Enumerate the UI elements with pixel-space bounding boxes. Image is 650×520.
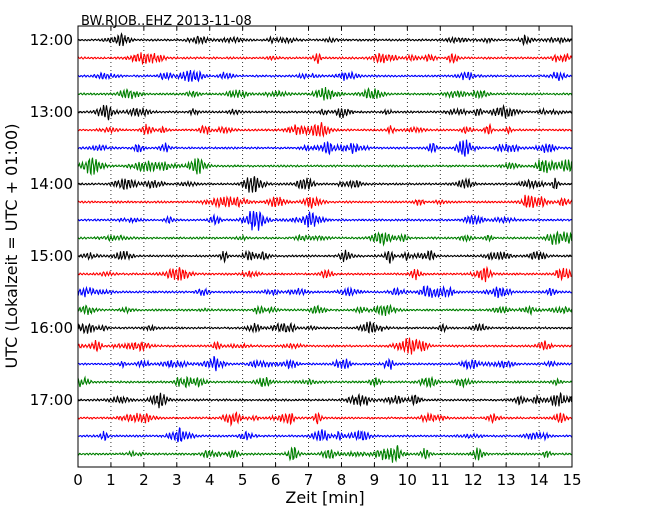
trace-1400 — [77, 176, 573, 193]
x-tick-label: 15 — [562, 471, 581, 489]
x-tick-label: 11 — [431, 471, 450, 489]
y-tick-label: 14:00 — [30, 175, 73, 193]
trace-1600 — [77, 321, 573, 335]
x-tick-label: 12 — [464, 471, 483, 489]
trace-1730 — [77, 427, 573, 443]
y-tick-label: 13:00 — [30, 103, 73, 121]
trace-1230 — [77, 69, 573, 83]
trace-1445 — [77, 230, 573, 247]
trace-1530 — [77, 285, 573, 299]
trace-1300 — [77, 103, 573, 121]
trace-1330 — [77, 139, 573, 157]
x-tick-label: 6 — [271, 471, 281, 489]
axis-ticks: 0 1 2 3 4 5 6 7 8 9 10 11 12 13 14 1512:0013:0014:0015:… — [30, 26, 582, 489]
trace-1200 — [77, 32, 573, 47]
trace-1700 — [77, 391, 573, 409]
trace-1645 — [77, 375, 573, 389]
x-tick-label: 0 — [73, 471, 83, 489]
trace-1315 — [77, 122, 573, 138]
y-tick-label: 15:00 — [30, 247, 73, 265]
trace-1345 — [77, 157, 573, 177]
x-tick-label: 3 — [172, 471, 182, 489]
grid-lines — [110, 26, 540, 467]
plot-frame — [77, 25, 573, 468]
trace-1515 — [77, 265, 573, 283]
x-tick-label: 10 — [398, 471, 417, 489]
x-tick-label: 5 — [238, 471, 248, 489]
x-tick-label: 7 — [304, 471, 314, 489]
x-tick-label: 9 — [370, 471, 380, 489]
x-tick-label: 2 — [139, 471, 149, 489]
x-axis-label: Zeit [min] — [285, 488, 364, 507]
traces — [77, 32, 573, 463]
y-tick-label: 16:00 — [30, 319, 73, 337]
trace-1245 — [77, 87, 573, 101]
y-axis-label: UTC (Lokalzeit = UTC + 01:00) — [2, 124, 21, 369]
x-tick-label: 13 — [497, 471, 516, 489]
trace-1430 — [77, 210, 573, 231]
x-tick-label: 8 — [337, 471, 347, 489]
trace-1215 — [77, 52, 573, 66]
trace-1415 — [77, 194, 573, 209]
trace-1500 — [77, 249, 573, 264]
chart-title: BW.RJOB..EHZ 2013-11-08 — [81, 14, 252, 29]
trace-1545 — [77, 303, 573, 316]
trace-1630 — [77, 356, 573, 372]
y-tick-label: 17:00 — [30, 391, 73, 409]
x-tick-label: 1 — [106, 471, 116, 489]
y-tick-label: 12:00 — [30, 31, 73, 49]
trace-1745 — [77, 445, 573, 463]
x-tick-label: 14 — [530, 471, 549, 489]
trace-1615 — [77, 337, 573, 355]
x-tick-label: 4 — [205, 471, 215, 489]
trace-1715 — [77, 411, 573, 427]
